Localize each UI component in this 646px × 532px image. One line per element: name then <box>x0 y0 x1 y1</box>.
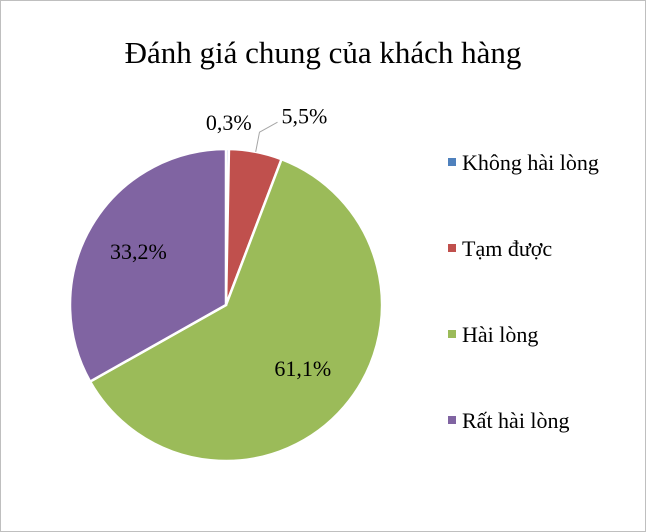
legend-label: Rất hài lòng <box>462 408 570 433</box>
legend-item: Không hài lòng <box>444 148 634 234</box>
legend-swatch <box>448 158 456 166</box>
legend-swatch <box>448 244 456 252</box>
legend-item: Tạm được <box>444 234 634 320</box>
data-label: 33,2% <box>110 239 167 264</box>
pie-slice <box>88 157 384 463</box>
legend-swatch <box>448 416 456 424</box>
legend: Không hài lòng Tạm được Hài lòng Rất hài lò… <box>444 148 634 492</box>
legend-swatch <box>448 330 456 338</box>
legend-label: Không hài lòng <box>462 150 599 175</box>
legend-label: Hài lòng <box>462 322 539 347</box>
data-label: 0,3% <box>206 110 252 135</box>
legend-label: Tạm được <box>462 236 553 261</box>
chart-title: Đánh giá chung của khách hàng <box>125 35 522 70</box>
legend-item: Hài lòng <box>444 320 634 406</box>
data-label: 5,5% <box>281 103 327 128</box>
legend-item: Rất hài lòng <box>444 406 634 492</box>
pie-slice <box>68 147 228 384</box>
leader-line <box>255 121 278 152</box>
data-label: 61,1% <box>274 356 331 381</box>
